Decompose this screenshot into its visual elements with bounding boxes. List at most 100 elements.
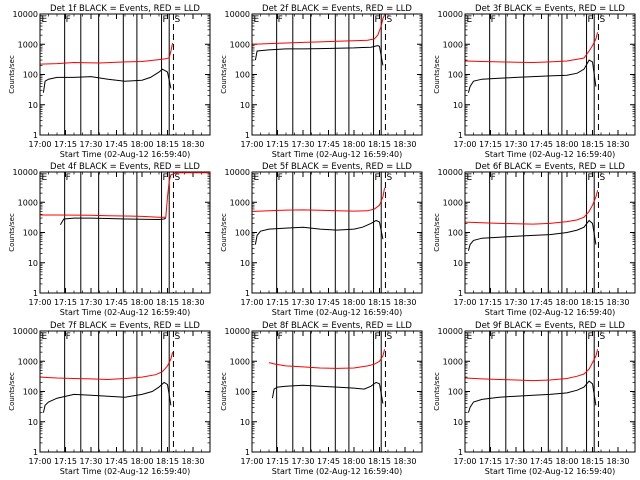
- x-tick-label: 17:45: [105, 298, 128, 307]
- x-axis-title: Start Time (02-Aug-12 16:59:40): [485, 150, 616, 159]
- y-tick-label: 1: [458, 448, 463, 457]
- x-tick-label: 17:00: [28, 298, 51, 307]
- events-series-line: [254, 219, 384, 245]
- y-tick-label: 10: [453, 418, 463, 427]
- y-tick-label: 1000: [443, 40, 463, 49]
- flag-marker-label: S: [599, 15, 605, 25]
- x-tick-label: 18:00: [555, 298, 578, 307]
- flag-marker-label: E: [467, 173, 473, 183]
- flag-marker-label: F: [588, 332, 593, 342]
- flag-marker-label: F: [491, 332, 496, 342]
- y-tick-label: 1: [458, 289, 463, 298]
- x-axis-title: Start Time (02-Aug-12 16:59:40): [272, 467, 403, 476]
- x-axis-title: Start Time (02-Aug-12 16:59:40): [485, 308, 616, 317]
- panel-title: Det 8f BLACK = Events, RED = LLD: [262, 321, 412, 331]
- panel-3: Det 3f BLACK = Events, RED = LLD 1 10 100 10…: [433, 4, 636, 159]
- flag-marker-label: F: [278, 332, 283, 342]
- flag-marker-label: F: [66, 15, 71, 25]
- y-tick-label: 1000: [443, 357, 463, 366]
- y-tick-label: 10: [240, 259, 250, 268]
- x-tick-label: 18:30: [606, 140, 629, 149]
- y-tick-label: 1: [245, 448, 250, 457]
- x-tick-label: 17:30: [504, 298, 527, 307]
- y-tick-label: 100: [235, 71, 250, 80]
- x-tick-label: 17:45: [530, 298, 553, 307]
- x-tick-label: 18:15: [581, 457, 604, 466]
- flag-marker-label: S: [386, 15, 392, 25]
- panel-7: Det 7f BLACK = Events, RED = LLD 1 10 100 10…: [8, 321, 211, 476]
- x-axis-title: Start Time (02-Aug-12 16:59:40): [60, 150, 191, 159]
- events-series-line: [467, 219, 597, 251]
- y-tick-label: 10: [240, 101, 250, 110]
- x-tick-label: 17:00: [453, 140, 476, 149]
- y-axis-title: Counts/sec: [8, 372, 16, 411]
- lld-series-line: [252, 187, 386, 212]
- flag-marker-label: F: [163, 173, 168, 183]
- x-tick-label: 17:00: [240, 140, 263, 149]
- flag-marker-label: E: [254, 15, 260, 25]
- flag-marker-label: S: [599, 173, 605, 183]
- y-axis-title: Counts/sec: [220, 55, 228, 94]
- x-tick-label: 17:00: [240, 457, 263, 466]
- y-tick-label: 1: [458, 131, 463, 140]
- panel-title: Det 3f BLACK = Events, RED = LLD: [475, 4, 625, 14]
- x-tick-label: 18:00: [342, 457, 365, 466]
- panel-6: Det 6f BLACK = Events, RED = LLD 1 10 100 10…: [433, 162, 636, 317]
- y-tick-label: 100: [448, 71, 463, 80]
- x-tick-label: 17:15: [479, 140, 502, 149]
- x-tick-label: 18:00: [342, 140, 365, 149]
- y-axis-title: Counts/sec: [8, 55, 16, 94]
- x-tick-label: 17:30: [79, 457, 102, 466]
- y-tick-label: 1000: [443, 198, 463, 207]
- y-tick-label: 100: [448, 388, 463, 397]
- x-tick-label: 17:15: [266, 140, 289, 149]
- panel-title: Det 4f BLACK = Events, RED = LLD: [50, 162, 200, 172]
- panel-9: Det 9f BLACK = Events, RED = LLD 1 10 100 10…: [433, 321, 636, 476]
- x-tick-label: 17:00: [240, 298, 263, 307]
- x-tick-label: 17:45: [530, 140, 553, 149]
- x-tick-label: 18:30: [181, 457, 204, 466]
- x-axis-title: Start Time (02-Aug-12 16:59:40): [60, 308, 191, 317]
- panel-title: Det 6f BLACK = Events, RED = LLD: [475, 162, 625, 172]
- flag-marker-label: S: [386, 173, 392, 183]
- flag-marker-label: S: [386, 332, 392, 342]
- x-tick-label: 18:15: [156, 457, 179, 466]
- x-tick-label: 17:15: [479, 457, 502, 466]
- flag-marker-label: E: [254, 173, 260, 183]
- flag-marker-label: S: [174, 173, 180, 183]
- y-tick-label: 100: [448, 229, 463, 238]
- flag-marker-label: F: [66, 173, 71, 183]
- x-axis-title: Start Time (02-Aug-12 16:59:40): [60, 467, 191, 476]
- y-axis-title: Counts/sec: [433, 213, 441, 252]
- flag-marker-label: F: [588, 15, 593, 25]
- panel-8: Det 8f BLACK = Events, RED = LLD 1 10 100 10…: [220, 321, 423, 476]
- flag-marker-label: F: [375, 332, 380, 342]
- y-tick-label: 1000: [18, 198, 38, 207]
- events-series-line: [59, 217, 167, 226]
- y-axis-title: Counts/sec: [220, 372, 228, 411]
- y-tick-label: 100: [23, 388, 38, 397]
- events-series-line: [42, 68, 172, 93]
- flag-marker-label: F: [375, 173, 380, 183]
- x-tick-label: 17:00: [453, 457, 476, 466]
- panel-title: Det 9f BLACK = Events, RED = LLD: [475, 321, 625, 331]
- lld-series-line: [465, 349, 599, 382]
- lld-series-line: [465, 32, 599, 64]
- flag-marker-label: E: [42, 15, 48, 25]
- y-tick-label: 10: [28, 101, 38, 110]
- x-tick-label: 18:30: [181, 298, 204, 307]
- panel-2: Det 2f BLACK = Events, RED = LLD 1 10 100 10…: [220, 4, 423, 159]
- flag-marker-label: F: [278, 173, 283, 183]
- events-series-line: [271, 381, 384, 404]
- x-tick-label: 18:15: [581, 298, 604, 307]
- events-series-line: [254, 45, 384, 66]
- y-tick-label: 10000: [13, 327, 38, 336]
